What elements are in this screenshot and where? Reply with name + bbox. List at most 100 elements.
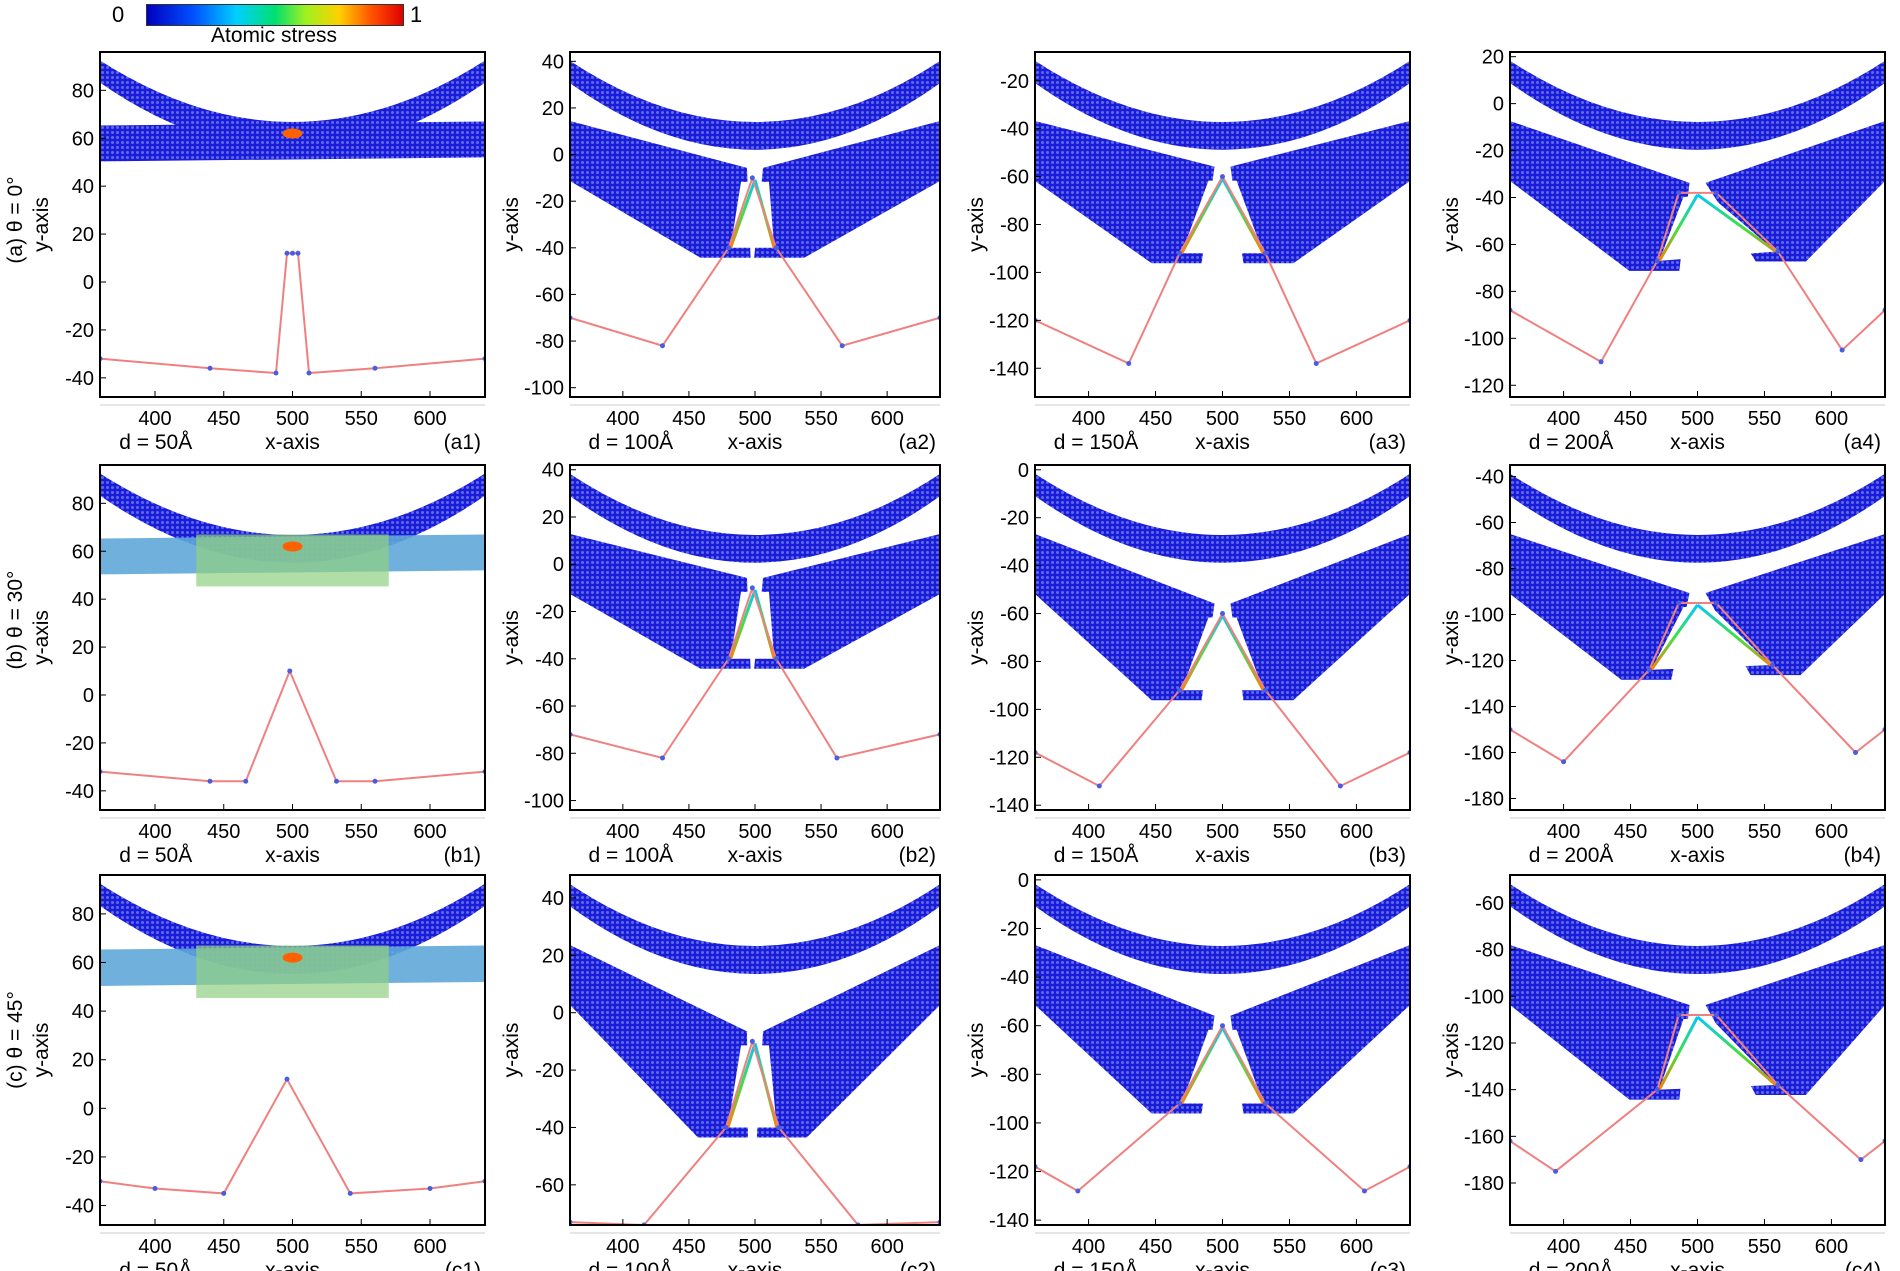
y-tick-label: -60 xyxy=(535,284,564,306)
profile-point xyxy=(749,585,755,591)
x-tick-label: 500 xyxy=(276,408,309,430)
profile-point xyxy=(1839,347,1845,353)
y-tick-label: -80 xyxy=(1475,940,1504,962)
profile-point xyxy=(207,365,213,371)
y-tick-label: 40 xyxy=(542,460,564,482)
y-tick-label: -40 xyxy=(1000,556,1029,578)
x-tick-label: 450 xyxy=(1614,821,1647,843)
y-tick-label: -60 xyxy=(1000,167,1029,189)
y-tick-label: 60 xyxy=(72,128,94,150)
profile-point xyxy=(749,1038,755,1044)
y-tick-label: -40 xyxy=(65,781,94,803)
y-tick-label: -160 xyxy=(1464,743,1504,765)
profile-point xyxy=(273,370,279,376)
profile-point xyxy=(1770,662,1775,668)
x-tick-label: 450 xyxy=(1139,821,1172,843)
y-tick-label: -120 xyxy=(989,747,1029,769)
profile-point xyxy=(1775,1082,1781,1088)
x-tick-label: 400 xyxy=(1547,821,1580,843)
profile-point xyxy=(1262,250,1268,256)
x-tick-label: 450 xyxy=(1139,1236,1172,1258)
stress-colorbar: 0 1 Atomic stress xyxy=(112,0,442,48)
y-axis-label: y-axis xyxy=(500,197,523,252)
y-axis-label: y-axis xyxy=(1440,197,1463,252)
x-tick-label: 500 xyxy=(1206,821,1239,843)
profile-point xyxy=(1676,600,1682,606)
x-tick-label: 500 xyxy=(1206,1236,1239,1258)
x-axis-label: x-axis xyxy=(728,844,783,867)
profile-point xyxy=(1262,687,1268,693)
x-tick-label: 450 xyxy=(207,1236,240,1258)
y-tick-label: 80 xyxy=(72,904,94,926)
profile-point xyxy=(1713,1012,1719,1018)
stress-hotspot xyxy=(282,952,303,963)
profile-line xyxy=(100,668,485,783)
panel-a4: 400 450 500 550 600 20 0 -20 -40 -60 -80 -100 -120 d … xyxy=(1440,47,1886,454)
panel-body xyxy=(570,473,940,761)
y-tick-label: -80 xyxy=(1475,559,1504,581)
profile-point xyxy=(152,1186,158,1192)
profile-point xyxy=(1262,1100,1268,1106)
panel-label: (c4) xyxy=(1845,1259,1881,1271)
panel-body xyxy=(1510,883,1885,1174)
x-tick-label: 550 xyxy=(345,821,378,843)
y-tick-label: 80 xyxy=(72,80,94,102)
profile-point xyxy=(1361,1188,1367,1194)
colorbar-min-label: 0 xyxy=(112,2,125,27)
colorbar-max-label: 1 xyxy=(410,2,423,27)
x-tick-label: 500 xyxy=(738,821,771,843)
y-tick-label: -80 xyxy=(1475,281,1504,303)
profile-point xyxy=(660,755,665,761)
row-label-1: (b) θ = 30° xyxy=(4,571,27,670)
x-axis-label: x-axis xyxy=(1670,431,1725,454)
x-tick-label: 600 xyxy=(413,821,446,843)
x-tick-label: 500 xyxy=(1206,408,1239,430)
x-axis-label: x-axis xyxy=(1195,431,1250,454)
panel-label: (a2) xyxy=(899,431,936,454)
panel-label: (a4) xyxy=(1844,431,1881,454)
y-tick-label: -20 xyxy=(1000,508,1029,530)
x-tick-label: 450 xyxy=(672,821,705,843)
profile-point xyxy=(726,656,732,662)
y-tick-label: -20 xyxy=(1000,71,1029,93)
y-tick-label: -40 xyxy=(1475,188,1504,210)
d-label: d = 150Å xyxy=(1054,1259,1139,1271)
y-tick-label: 20 xyxy=(542,98,564,120)
panel-label: (c2) xyxy=(900,1259,936,1271)
y-tick-label: -120 xyxy=(989,310,1029,332)
x-tick-label: 400 xyxy=(138,821,171,843)
y-tick-label: -80 xyxy=(1000,215,1029,237)
x-tick-label: 400 xyxy=(1547,1236,1580,1258)
colorbar-title: Atomic stress xyxy=(210,24,338,47)
y-tick-label: -40 xyxy=(1000,967,1029,989)
panel-label: (b3) xyxy=(1369,844,1406,867)
panel-body xyxy=(1510,60,1885,365)
triangle-stress-edges xyxy=(1180,614,1265,691)
y-tick-label: -140 xyxy=(989,1210,1029,1232)
upper-lattice-arch xyxy=(570,473,940,563)
x-tick-label: 450 xyxy=(207,408,240,430)
x-tick-label: 500 xyxy=(738,408,771,430)
x-tick-label: 400 xyxy=(606,821,639,843)
x-tick-label: 600 xyxy=(413,1236,446,1258)
row-label-2: (c) θ = 45° xyxy=(4,991,27,1089)
y-tick-label: -20 xyxy=(65,733,94,755)
x-tick-label: 400 xyxy=(606,408,639,430)
profile-point xyxy=(1561,759,1567,765)
profile-point xyxy=(1858,1157,1864,1163)
panel-c2: 400 450 500 550 600 40 20 0 -20 -40 -60 d = 100Å x-a… xyxy=(500,874,941,1271)
y-tick-label: -20 xyxy=(535,191,564,213)
y-tick-label: -120 xyxy=(1464,1033,1504,1055)
y-tick-label: -80 xyxy=(535,743,564,765)
profile-point xyxy=(207,778,213,784)
panel-body xyxy=(100,883,485,1196)
y-tick-label: 0 xyxy=(83,685,94,707)
upper-lattice-arch xyxy=(1510,473,1885,563)
x-tick-label: 550 xyxy=(804,1236,837,1258)
y-tick-label: -40 xyxy=(65,368,94,390)
x-axis-label: x-axis xyxy=(1670,1259,1725,1271)
y-tick-label: 40 xyxy=(72,176,94,198)
y-tick-label: 60 xyxy=(72,953,94,975)
panel-body xyxy=(1035,473,1410,789)
y-axis-label: y-axis xyxy=(965,610,988,665)
